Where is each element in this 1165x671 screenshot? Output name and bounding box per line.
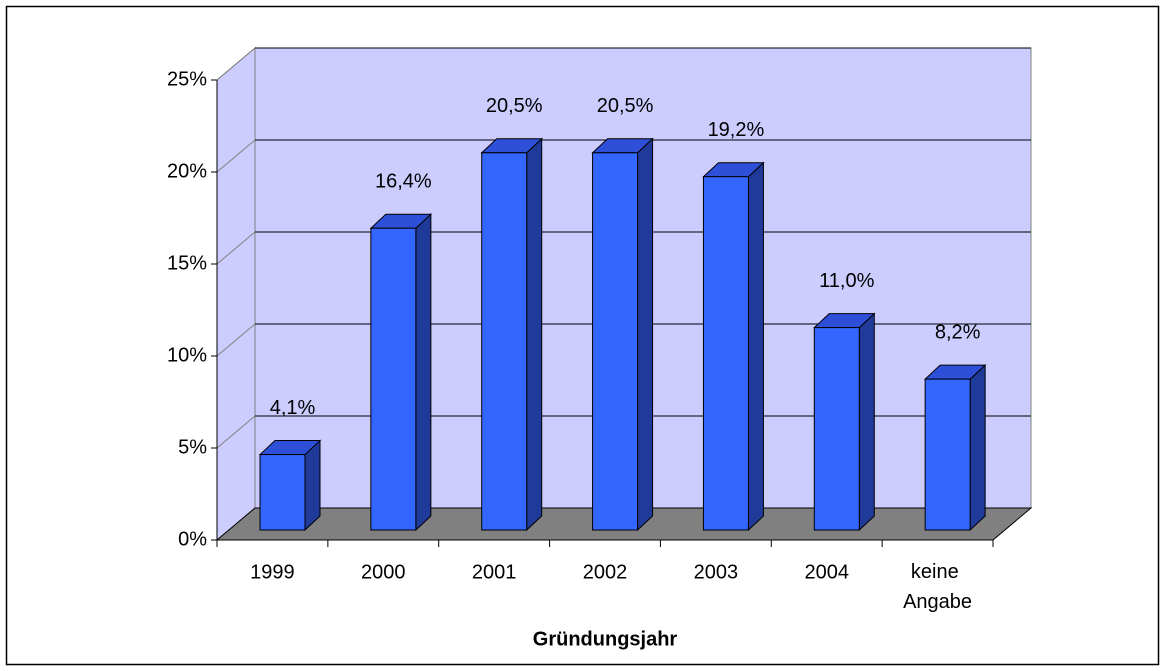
grid-line-side	[216, 415, 256, 449]
y-tick-label: 0%	[178, 528, 207, 550]
y-tick-label: 5%	[178, 436, 207, 458]
x-tick-label: 1999	[250, 561, 295, 583]
bar	[813, 312, 876, 532]
bar-front	[481, 152, 528, 531]
bar-front	[592, 152, 639, 531]
grid-line-side	[216, 139, 256, 173]
bar	[923, 363, 987, 532]
y-tick-label: 10%	[167, 344, 207, 366]
value-label: 4,1%	[270, 397, 316, 419]
bar	[591, 137, 654, 532]
bar-front	[702, 176, 749, 531]
value-label: 11,0%	[819, 270, 874, 292]
bar-side	[637, 137, 654, 532]
x-axis-title: Gründungsjahr	[533, 628, 678, 650]
bar	[258, 439, 322, 532]
y-tick-label: 15%	[167, 252, 207, 274]
bar	[702, 161, 765, 532]
x-tick-label: keine Angabe	[903, 561, 972, 613]
bar-side	[526, 137, 543, 532]
grid-line-side	[216, 323, 256, 357]
bar-front	[370, 227, 417, 531]
value-label: 20,5%	[486, 95, 543, 117]
grid-line-side	[216, 231, 256, 265]
value-label: 16,4%	[375, 171, 432, 193]
x-tick-label: 2003	[694, 561, 739, 583]
x-tick-label: 2002	[583, 561, 628, 583]
bar-side	[304, 439, 321, 532]
value-label: 20,5%	[597, 95, 654, 117]
bar-side	[969, 363, 986, 532]
value-label: 19,2%	[708, 119, 765, 141]
value-label: 8,2%	[935, 321, 981, 343]
side-wall	[216, 46, 256, 542]
x-tick-label: 2004	[804, 561, 849, 583]
bar-side	[747, 161, 764, 532]
y-tick-label: 25%	[167, 68, 207, 90]
bar-front	[924, 378, 971, 531]
x-tick-label: 2000	[361, 561, 406, 583]
bar-front	[259, 454, 306, 531]
y-tick-label: 20%	[167, 160, 207, 182]
bar-side	[415, 213, 432, 532]
bar-front	[813, 327, 860, 531]
grid-line-side	[216, 47, 256, 81]
bar	[369, 213, 433, 532]
bar	[480, 137, 543, 532]
x-tick-label: 2001	[472, 561, 517, 583]
bar-side	[858, 312, 875, 532]
